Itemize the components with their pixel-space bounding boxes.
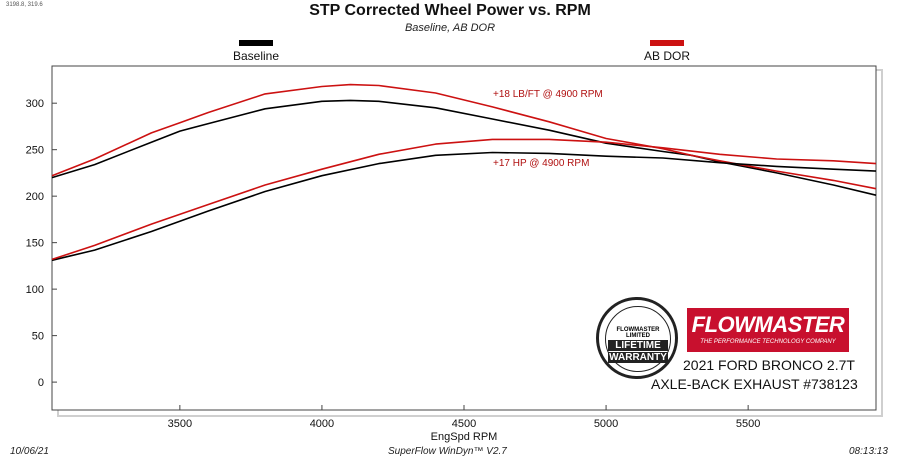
x-tick-label: 3500 (168, 418, 192, 430)
footer-time: 08:13:13 (849, 446, 888, 457)
chart-subtitle: Baseline, AB DOR (404, 22, 496, 34)
y-tick-label: 200 (26, 191, 44, 203)
x-tick-label: 4500 (452, 418, 476, 430)
y-tick-label: 150 (26, 238, 44, 250)
y-tick-label: 0 (38, 377, 44, 389)
chart-title: STP Corrected Wheel Power vs. RPM (309, 2, 591, 19)
legend-swatch-baseline (239, 40, 273, 46)
series-line-ab-dor-hp (51, 138, 877, 261)
legend-baseline: Baseline (226, 40, 286, 63)
legend-swatch-ab-dor (650, 40, 684, 46)
footer-software: SuperFlow WinDyn™ V2.7 (388, 446, 507, 457)
plot-area (52, 66, 876, 410)
y-tick-label: 100 (26, 284, 44, 296)
plot-shadow (57, 69, 883, 417)
product-line-2: AXLE-BACK EXHAUST #738123 (651, 376, 858, 392)
y-tick-label: 50 (32, 331, 44, 343)
x-tick-label: 4000 (310, 418, 334, 430)
warranty-line1: LIFETIME (608, 340, 668, 351)
legend-label-baseline: Baseline (232, 49, 280, 63)
warranty-brand: FLOWMASTER LIMITED (616, 327, 660, 339)
annotation-torque: +18 LB/FT @ 4900 RPM (493, 89, 603, 100)
logo-text: FLOWMASTER (691, 312, 845, 337)
cursor-coords: 3198.8, 319.6 (6, 2, 43, 8)
legend-label-ab-dor: AB DOR (643, 49, 690, 63)
legend-ab-dor: AB DOR (637, 40, 697, 63)
series-line-baseline-hp (51, 151, 877, 262)
logo-tagline: THE PERFORMANCE TECHNOLOGY COMPANY (700, 339, 836, 345)
flowmaster-logo: FLOWMASTER THE PERFORMANCE TECHNOLOGY CO… (687, 308, 849, 352)
series-line-baseline-torque (51, 99, 877, 196)
warranty-badge: FLOWMASTER LIMITED LIFETIME WARRANTY (596, 297, 678, 379)
x-tick-label: 5500 (736, 418, 760, 430)
series-line-ab-dor-torque (51, 83, 877, 190)
y-tick-label: 300 (26, 98, 44, 110)
annotation-hp: +17 HP @ 4900 RPM (493, 158, 589, 169)
x-tick-label: 5000 (594, 418, 618, 430)
y-tick-label: 250 (26, 145, 44, 157)
footer-date: 10/06/21 (10, 446, 49, 457)
warranty-line2: WARRANTY (608, 352, 668, 363)
x-axis-label: EngSpd RPM (431, 431, 498, 443)
warranty-badge-inner: FLOWMASTER LIMITED LIFETIME WARRANTY (605, 306, 671, 372)
product-line-1: 2021 FORD BRONCO 2.7T (683, 357, 855, 373)
